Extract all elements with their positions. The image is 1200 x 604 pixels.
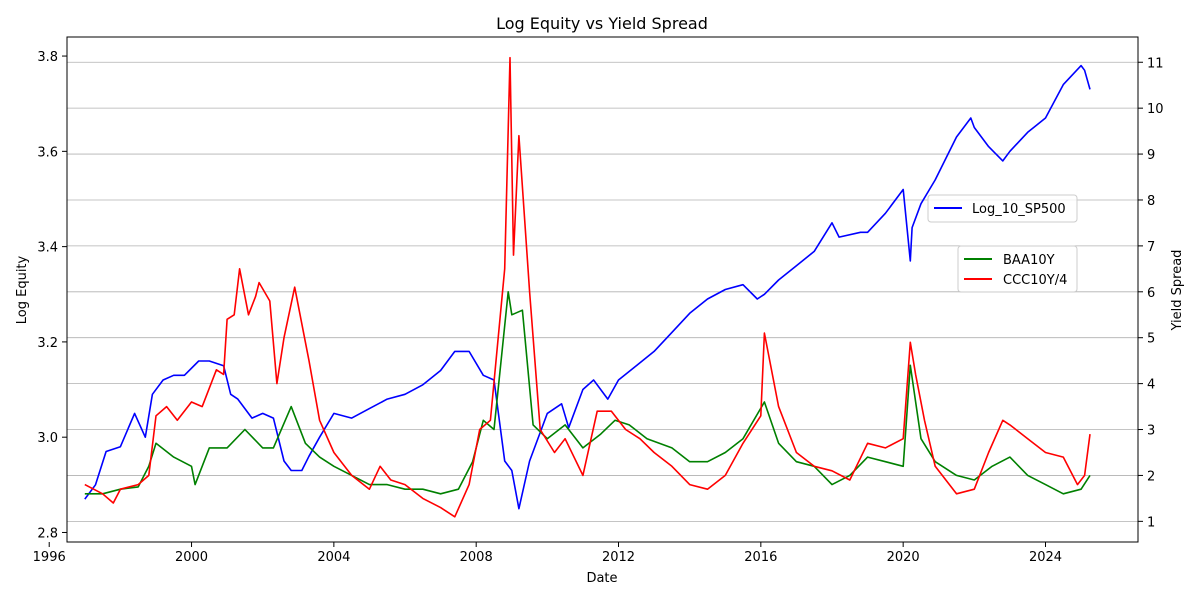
y-right-axis-label: Yield Spread	[1170, 250, 1185, 332]
y-left-tick-label: 3.0	[37, 431, 58, 446]
y-right-tick-label: 9	[1147, 148, 1155, 163]
legend-label-ccc10y: CCC10Y/4	[1003, 273, 1067, 288]
x-tick-label: 2008	[460, 550, 493, 565]
x-tick-label: 1996	[33, 550, 66, 565]
y-right-tick-label: 4	[1147, 378, 1155, 393]
series-line-ccc10y-4	[84, 56, 1091, 518]
x-tick-label: 2000	[175, 550, 208, 565]
y-left-tick-label: 2.8	[37, 526, 58, 541]
plot-frame	[66, 36, 1139, 543]
y-right-tick-label: 11	[1147, 56, 1164, 71]
y-right-tick-label: 5	[1147, 332, 1155, 347]
y-left-tick-label: 3.4	[37, 241, 58, 256]
legend-left: Log_10_SP500	[927, 194, 1078, 223]
y-left-tick-label: 3.8	[37, 50, 58, 65]
y-right-tick-label: 2	[1147, 469, 1155, 484]
y-right-tick-label: 8	[1147, 194, 1155, 209]
y-left-axis-ticks: 2.8 3.0 3.2 3.4 3.6 3.8	[37, 50, 67, 541]
plot-series	[84, 56, 1091, 518]
y-right-tick-label: 1	[1147, 515, 1155, 530]
x-tick-label: 2024	[1029, 550, 1062, 565]
series-line-baa10y	[84, 290, 1091, 495]
x-tick-label: 2020	[887, 550, 920, 565]
x-tick-label: 2012	[602, 550, 635, 565]
y-left-tick-label: 3.6	[37, 145, 58, 160]
x-tick-label: 2004	[317, 550, 350, 565]
x-axis-label: Date	[586, 571, 617, 586]
y-right-tick-label: 6	[1147, 286, 1155, 301]
y-right-tick-label: 10	[1147, 102, 1164, 117]
y-left-tick-label: 3.2	[37, 336, 58, 351]
legend-right-box	[957, 245, 1078, 293]
y-left-axis-label: Log Equity	[15, 255, 30, 324]
chart-title: Log Equity vs Yield Spread	[496, 14, 708, 33]
y-right-axis-ticks: 1 2 3 4 5 6 7 8 9 10 11	[1138, 56, 1164, 530]
y-right-tick-label: 7	[1147, 240, 1155, 255]
legend-label-sp500: Log_10_SP500	[972, 202, 1066, 217]
series-line-log-10-sp500	[84, 64, 1091, 510]
legend-left-box	[927, 194, 1078, 223]
x-axis-ticks: 1996 2000 2004 2008 2012 2016 2020 2024	[33, 542, 1062, 565]
y-right-tick-label: 3	[1147, 424, 1155, 439]
legend-label-baa10y: BAA10Y	[1003, 253, 1055, 268]
legend-right: BAA10Y CCC10Y/4	[957, 245, 1078, 293]
x-tick-label: 2016	[744, 550, 777, 565]
